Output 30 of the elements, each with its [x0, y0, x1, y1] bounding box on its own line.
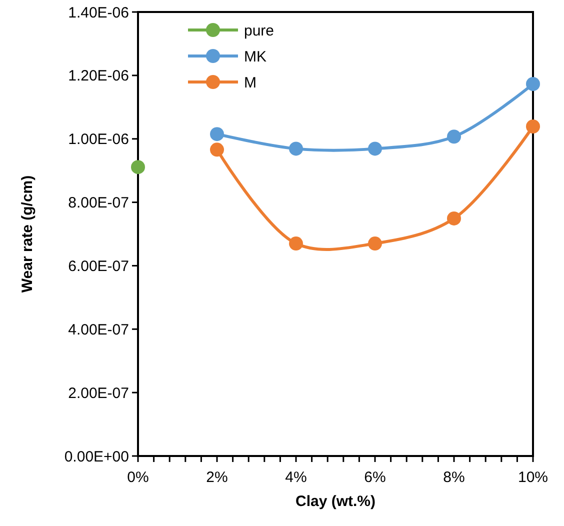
point: [131, 160, 145, 174]
legend-label: M: [244, 74, 256, 92]
y-tick-label: 0.00E+00: [64, 448, 129, 466]
y-axis-title: Wear rate (g/cm): [19, 175, 36, 293]
point: [289, 142, 303, 156]
legend-label: pure: [244, 22, 274, 40]
y-tick-label: 6.00E-07: [68, 258, 129, 275]
point: [526, 119, 540, 134]
point: [368, 142, 382, 156]
x-axis-title: Clay (wt.%): [295, 493, 376, 510]
y-tick-label: 2.00E-07: [68, 384, 129, 402]
point: [368, 236, 382, 251]
x-tick-label: 0%: [127, 469, 149, 486]
point: [289, 236, 303, 251]
y-tick-label: 1.40E-06: [68, 4, 129, 22]
x-tick-label: 2%: [206, 469, 228, 486]
x-tick-label: 8%: [443, 469, 465, 486]
point: [447, 130, 461, 144]
y-tick-label: 1.00E-06: [68, 131, 129, 148]
point: [526, 76, 540, 91]
x-tick-label: 10%: [518, 469, 548, 486]
x-tick-label: 6%: [364, 469, 386, 486]
point: [210, 127, 224, 142]
legend-label: MK: [244, 48, 266, 66]
point: [447, 211, 461, 226]
point: [210, 142, 224, 157]
x-tick-label: 4%: [285, 469, 307, 486]
y-tick-label: 8.00E-07: [68, 194, 129, 212]
y-tick-label: 4.00E-07: [68, 321, 129, 338]
y-tick-label: 1.20E-06: [68, 68, 129, 85]
